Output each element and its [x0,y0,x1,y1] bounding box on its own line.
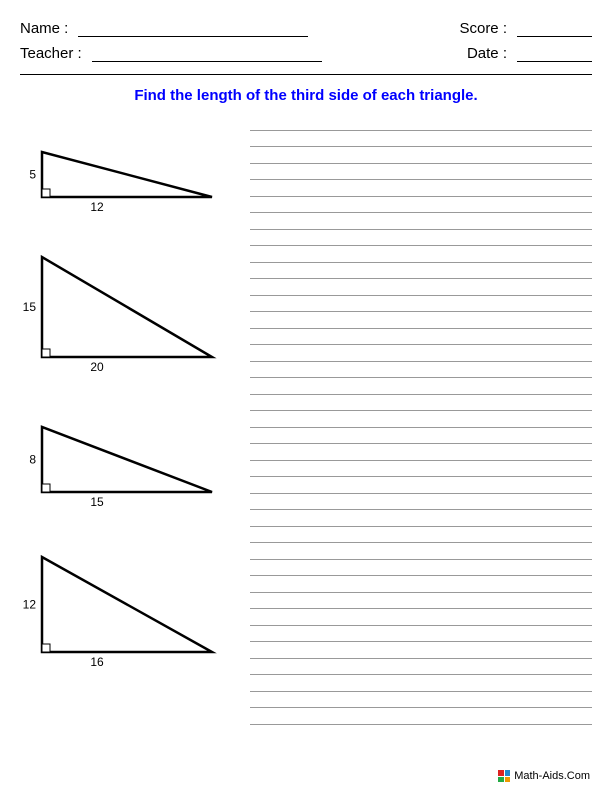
work-line[interactable] [250,444,592,461]
triangle-problem: 12 16 [20,532,230,687]
content-area: 5 12 15 20 8 15 12 16 [20,112,592,725]
footer-text: Math-Aids.Com [514,770,590,782]
worksheet-header: Name : Teacher : Score : Date : [20,20,592,62]
name-field: Name : [20,20,322,37]
work-line[interactable] [250,114,592,131]
work-line[interactable] [250,593,592,610]
work-line[interactable] [250,147,592,164]
work-line[interactable] [250,230,592,247]
triangle-problem: 5 12 [20,112,230,232]
work-area [250,112,592,725]
work-line[interactable] [250,246,592,263]
triangle-problem: 8 15 [20,392,230,532]
triangle-svg: 15 20 [20,232,230,392]
horizontal-side-label: 16 [90,655,104,669]
work-line[interactable] [250,675,592,692]
teacher-label: Teacher : [20,45,82,62]
teacher-line[interactable] [92,61,322,62]
triangle-svg: 12 16 [20,532,230,687]
work-line[interactable] [250,543,592,560]
work-line[interactable] [250,477,592,494]
work-line[interactable] [250,279,592,296]
work-line[interactable] [250,131,592,148]
work-line[interactable] [250,527,592,544]
work-line[interactable] [250,180,592,197]
work-line[interactable] [250,411,592,428]
horizontal-side-label: 20 [90,360,104,374]
work-line[interactable] [250,312,592,329]
vertical-side-label: 8 [29,453,36,467]
vertical-side-label: 15 [23,300,37,314]
work-line[interactable] [250,263,592,280]
header-left: Name : Teacher : [20,20,322,62]
date-label: Date : [455,45,507,62]
horizontal-side-label: 12 [90,200,104,214]
score-line[interactable] [517,36,592,37]
work-line[interactable] [250,378,592,395]
work-line[interactable] [250,428,592,445]
name-line[interactable] [78,36,308,37]
work-line[interactable] [250,213,592,230]
header-divider [20,74,592,75]
work-line[interactable] [250,494,592,511]
triangles-column: 5 12 15 20 8 15 12 16 [20,112,230,725]
footer: Math-Aids.Com [498,770,590,782]
work-line[interactable] [250,609,592,626]
work-line[interactable] [250,329,592,346]
work-line[interactable] [250,164,592,181]
date-field: Date : [455,45,592,62]
work-line[interactable] [250,461,592,478]
score-field: Score : [455,20,592,37]
score-label: Score : [455,20,507,37]
vertical-side-label: 5 [29,168,36,182]
vertical-side-label: 12 [23,598,37,612]
work-line[interactable] [250,692,592,709]
work-line[interactable] [250,362,592,379]
triangle-problem: 15 20 [20,232,230,392]
work-line[interactable] [250,510,592,527]
triangle-svg: 8 15 [20,392,230,532]
work-line[interactable] [250,642,592,659]
work-line[interactable] [250,626,592,643]
date-line[interactable] [517,61,592,62]
instruction-text: Find the length of the third side of eac… [20,87,592,104]
logo-icon [498,770,510,782]
triangle-svg: 5 12 [20,112,230,232]
name-label: Name : [20,20,68,37]
work-line[interactable] [250,197,592,214]
work-line[interactable] [250,296,592,313]
header-right: Score : Date : [455,20,592,62]
work-line[interactable] [250,708,592,725]
work-line[interactable] [250,576,592,593]
work-line[interactable] [250,345,592,362]
work-line[interactable] [250,659,592,676]
horizontal-side-label: 15 [90,495,104,509]
work-line[interactable] [250,395,592,412]
teacher-field: Teacher : [20,45,322,62]
work-line[interactable] [250,560,592,577]
